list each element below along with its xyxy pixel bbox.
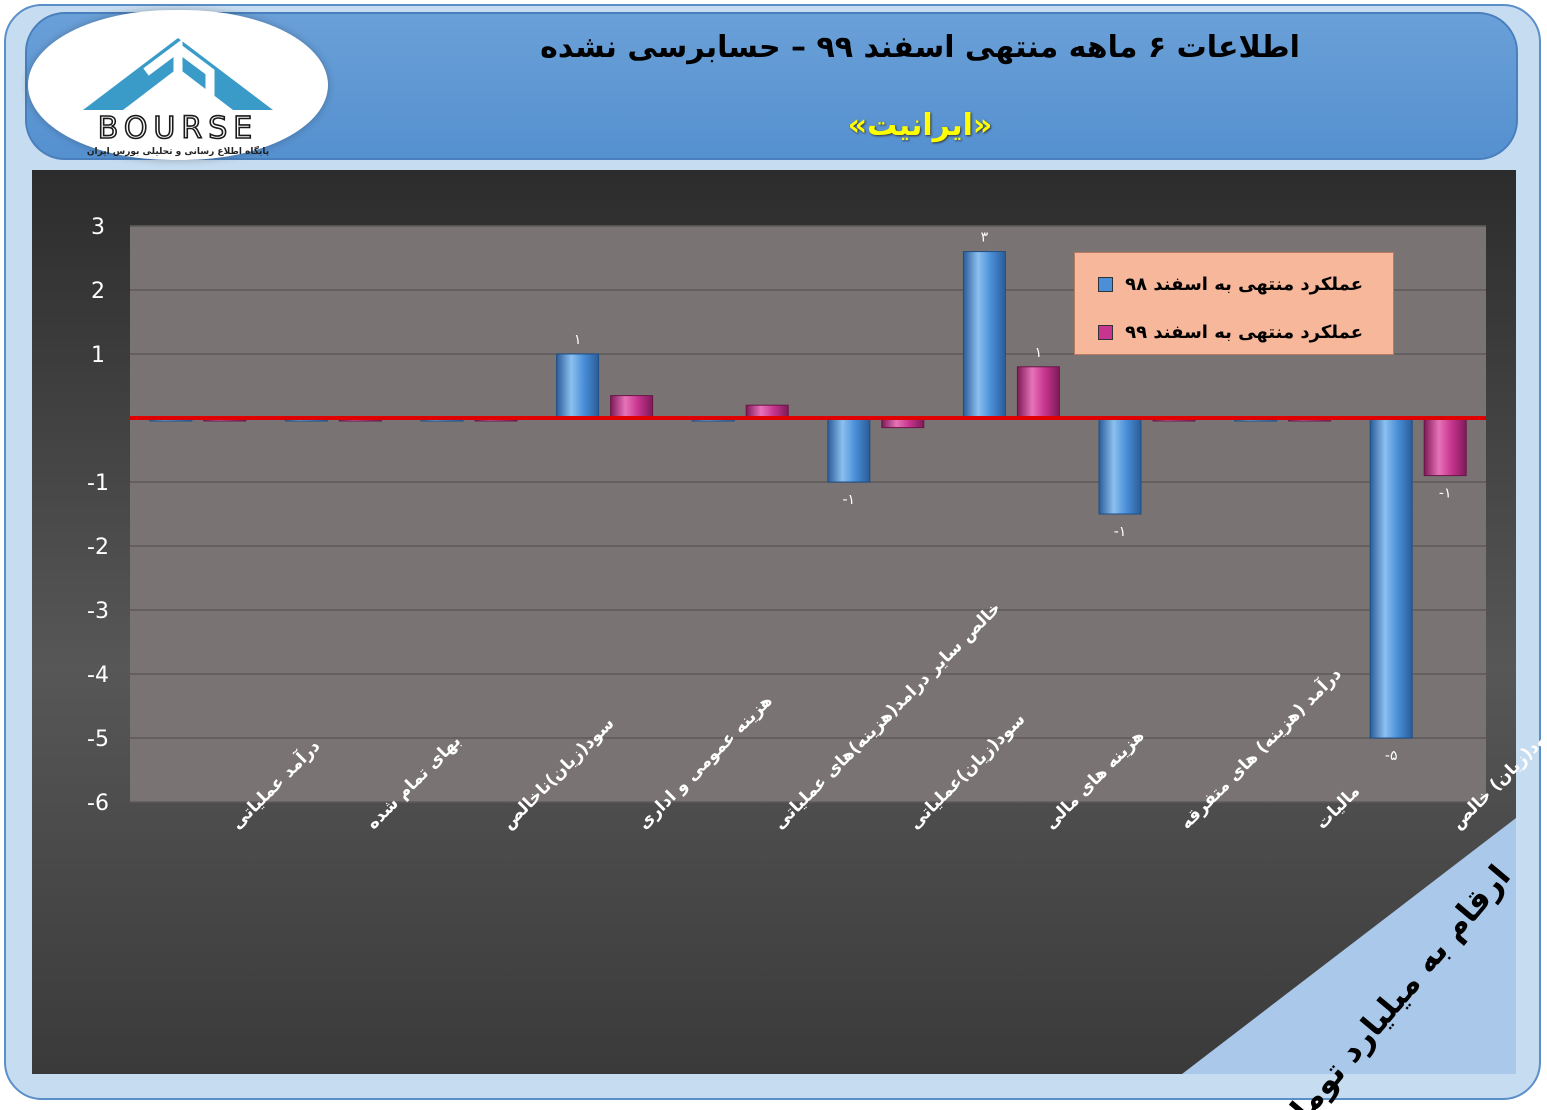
legend-label-98: عملکرد منتهی به اسفند ۹۸ <box>1125 273 1363 295</box>
y-tick-label: -5 <box>87 727 109 752</box>
bar-99-9 <box>1423 417 1467 477</box>
y-axis-labels: 3 2 1 -1 -2 -3 -4 -5 -6 <box>87 215 109 816</box>
bourse-logo: BOURSE پایگاه اطلاع رسانی و تحلیلی بورس … <box>28 10 328 160</box>
y-tick-label: 1 <box>91 343 105 368</box>
data-label: -۵ <box>1385 748 1398 764</box>
data-label: -۱ <box>843 492 856 508</box>
data-labels: ۱ -۱ ۳ -۱ -۵ ۱ -۱ <box>574 230 1452 764</box>
bourse-logo-mark: BOURSE پایگاه اطلاع رسانی و تحلیلی بورس … <box>83 38 273 157</box>
legend-label-99: عملکرد منتهی به اسفند ۹۹ <box>1125 321 1363 343</box>
y-tick-label: -6 <box>87 791 109 816</box>
legend-item-99: عملکرد منتهی به اسفند ۹۹ <box>1098 317 1363 347</box>
legend: عملکرد منتهی به اسفند ۹۸ عملکرد منتهی به… <box>1074 252 1394 355</box>
bars <box>149 251 1467 739</box>
y-tick-label: -3 <box>87 599 109 624</box>
y-tick-label: 2 <box>91 279 105 304</box>
legend-swatch-99 <box>1098 324 1114 340</box>
bar-99-3 <box>610 395 654 419</box>
y-tick-label: 3 <box>91 215 105 240</box>
logo-subtitle: پایگاه اطلاع رسانی و تحلیلی بورس ایران <box>87 145 269 157</box>
data-label: ۱ <box>574 332 582 348</box>
bar-98-7 <box>1098 417 1142 515</box>
y-tick-label: -1 <box>87 471 109 496</box>
company-name: «ایرانیت» <box>847 108 993 143</box>
bar-98-6 <box>962 251 1006 419</box>
legend-item-98: عملکرد منتهی به اسفند ۹۸ <box>1098 269 1363 299</box>
page-title: اطلاعات ۶ ماهه منتهی اسفند ۹۹ – حسابرسی … <box>540 30 1300 65</box>
legend-swatch-98 <box>1098 276 1114 292</box>
bar-98-5 <box>827 417 871 483</box>
bar-99-6 <box>1016 366 1060 419</box>
y-tick-label: -4 <box>87 663 109 688</box>
data-label: ۳ <box>981 230 989 246</box>
logo-wordmark: BOURSE <box>98 111 258 146</box>
data-label: -۱ <box>1114 524 1127 540</box>
bar-98-9 <box>1369 417 1413 739</box>
data-label: ۱ <box>1035 345 1043 361</box>
bar-98-3 <box>556 353 600 419</box>
y-tick-label: -2 <box>87 535 109 560</box>
data-label: -۱ <box>1439 486 1452 502</box>
